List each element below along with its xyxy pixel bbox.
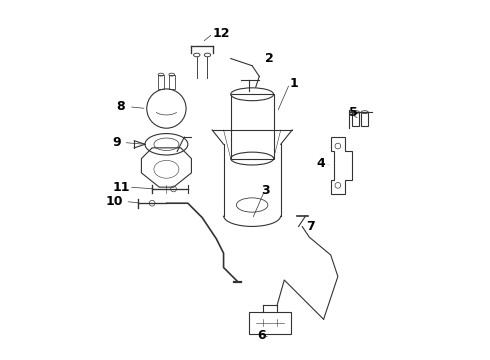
Text: 9: 9 xyxy=(113,136,122,149)
Text: 5: 5 xyxy=(348,105,357,119)
Text: 7: 7 xyxy=(306,220,315,233)
Text: 3: 3 xyxy=(261,184,270,197)
Text: 1: 1 xyxy=(290,77,298,90)
Text: 10: 10 xyxy=(106,195,123,208)
Text: 6: 6 xyxy=(257,329,266,342)
Text: 4: 4 xyxy=(317,157,325,170)
Text: 2: 2 xyxy=(265,52,273,65)
Text: 12: 12 xyxy=(213,27,230,40)
Text: 8: 8 xyxy=(117,100,125,113)
Text: 11: 11 xyxy=(113,181,130,194)
